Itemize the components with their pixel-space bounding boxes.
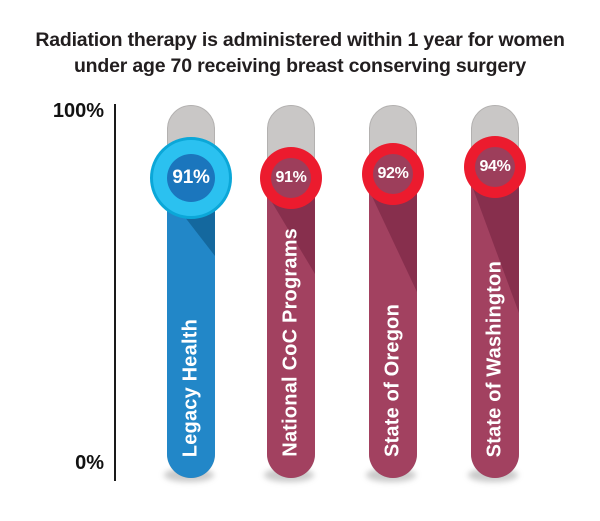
chart-title-line-1: Radiation therapy is administered within… — [35, 29, 565, 51]
value-badge: 94% — [464, 136, 526, 198]
bar-column: State of Oregon 92% — [352, 105, 434, 482]
value-badge-label: 92% — [373, 154, 413, 194]
value-badge: 92% — [362, 143, 424, 205]
bar-column: National CoC Programs 91% — [250, 105, 332, 482]
value-badge-label: 91% — [271, 158, 311, 198]
chart-title-line-2: under age 70 receiving breast conserving… — [73, 55, 527, 77]
value-badge: 91% — [150, 137, 232, 219]
chart-title: Radiation therapy is administered within… — [0, 27, 600, 79]
bar-column: Legacy Health 91% — [150, 105, 232, 482]
value-badge: 91% — [260, 147, 322, 209]
y-axis-line — [114, 104, 116, 481]
value-badge-label: 94% — [475, 147, 515, 187]
value-badge-label: 91% — [167, 154, 215, 202]
y-axis-max-label: 100% — [52, 100, 104, 122]
y-axis-min-label: 0% — [75, 452, 104, 474]
bar-column: State of Washington 94% — [454, 105, 536, 482]
